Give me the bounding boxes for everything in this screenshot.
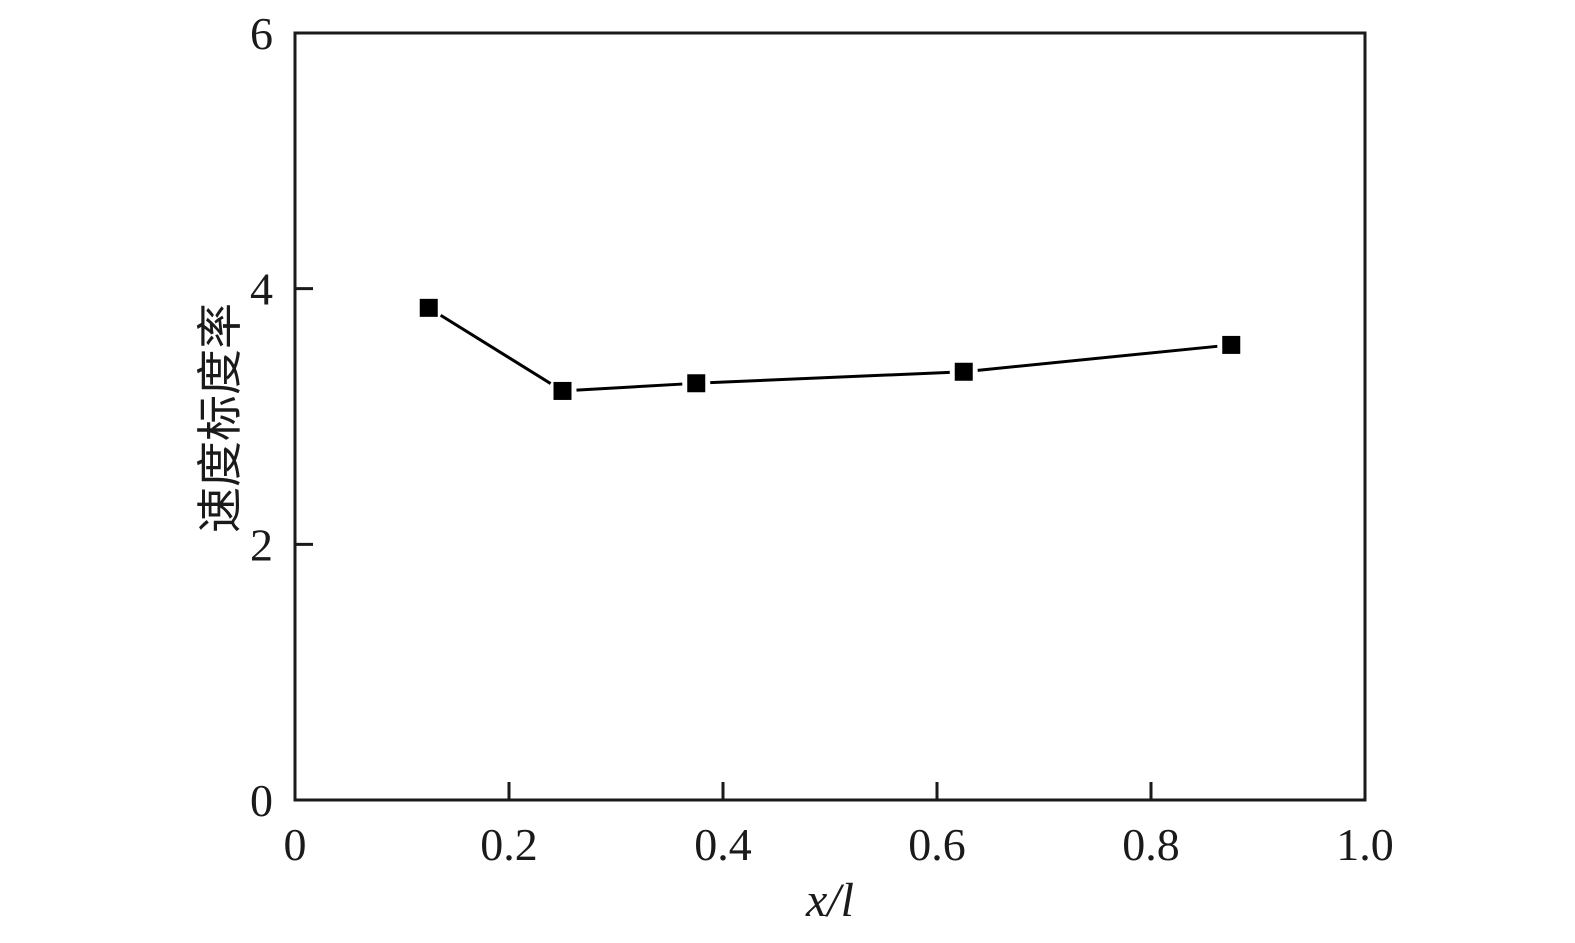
x-axis: 0 0.2 0.4 0.6 0.8 1.0 [284,782,1394,870]
y-tick-label: 2 [250,519,273,570]
x-tick-label: 1.0 [1336,819,1394,870]
x-tick-label: 0.4 [694,819,752,870]
plot-frame [293,31,1367,802]
series-line-segment [710,370,950,385]
y-tick-label: 0 [250,775,273,826]
x-tick-label: 0.6 [908,819,966,870]
x-tick-label: 0.8 [1122,819,1180,870]
data-point-marker [687,374,706,393]
y-axis: 0 2 4 6 [250,8,313,826]
y-tick-label: 4 [250,264,273,315]
data-point-marker [553,381,572,400]
x-tick-label: 0.2 [480,819,538,870]
data-point-marker [954,362,973,381]
x-axis-title: x/l [805,874,854,927]
data-point-marker [1222,335,1241,354]
x-tick-label: 0 [284,819,307,870]
series [419,298,1241,400]
series-line-segment [977,344,1218,372]
data-point-marker [419,298,438,317]
y-tick-label: 6 [250,8,273,59]
series-line-segment [439,313,552,385]
y-axis-title: 速度标度率 [193,303,247,533]
series-line-segment [576,382,683,392]
